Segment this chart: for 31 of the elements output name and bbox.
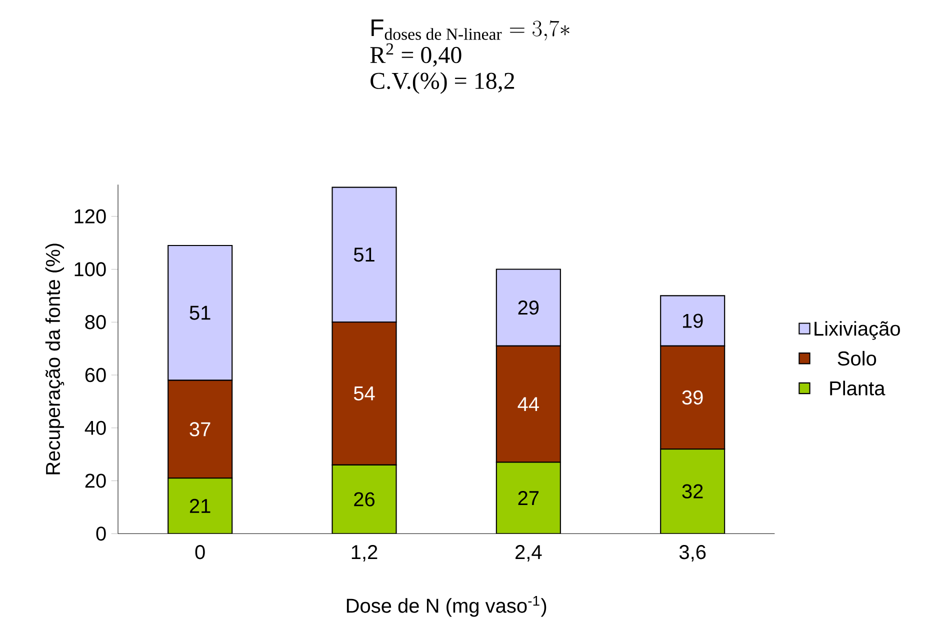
data-label: 37	[190, 422, 210, 436]
x-tick-label: 2,4	[516, 545, 542, 562]
data-label: 32	[682, 484, 703, 499]
y-tick-label: 40	[84, 420, 106, 436]
x-tick-label: 3,6	[679, 545, 706, 562]
data-label: 44	[518, 397, 539, 412]
legend-label: Lixiviação	[814, 321, 900, 340]
data-label: 54	[354, 386, 375, 401]
y-tick-label: 0	[96, 526, 106, 541]
y-axis-title: Recuperação da fonte (%)	[45, 244, 64, 474]
data-label: 51	[354, 248, 374, 262]
data-label: 26	[354, 492, 375, 507]
y-tick-label: 20	[85, 474, 106, 488]
legend-label: Solo	[838, 351, 876, 366]
data-label: 51	[190, 306, 210, 320]
x-tick-label: 1,2	[352, 545, 378, 562]
data-label: 29	[518, 300, 539, 315]
y-tick-label: 80	[85, 315, 106, 330]
text: R$^{2}$ = 0,40	[370, 44, 462, 67]
data-label: 39	[682, 390, 703, 405]
data-label: 21	[190, 499, 210, 514]
text: $\mathrm{F}_{\text{doses de N-linear}} = 3{,}7*$	[372, 20, 570, 41]
y-tick-label: 120	[74, 209, 106, 224]
x-axis-title: Dose de N (mg vaso$^{-1}$)	[346, 596, 546, 617]
data-label: 27	[518, 491, 539, 506]
text: C.V.(%) = 18,2	[370, 72, 514, 94]
data-label: 19	[682, 314, 703, 328]
x-tick-label: 0	[195, 545, 205, 560]
legend-label: Planta	[830, 380, 886, 396]
y-tick-label: 60	[85, 368, 106, 382]
y-tick-label: 100	[74, 262, 106, 277]
